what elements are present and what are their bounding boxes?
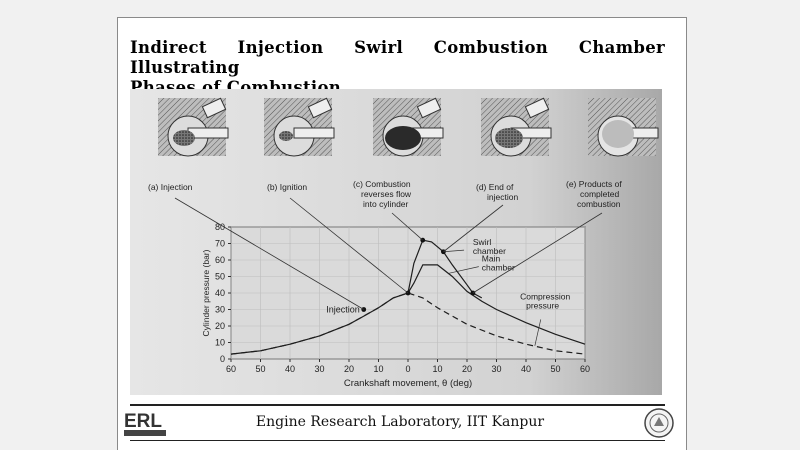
y-tick-label: 80 <box>215 222 225 232</box>
x-tick-label: 60 <box>226 364 236 374</box>
x-tick-label: 20 <box>462 364 472 374</box>
panel-e-chamber-illustration <box>588 98 659 157</box>
x-tick-label: 40 <box>285 364 295 374</box>
y-tick-label: 40 <box>215 288 225 298</box>
footer-bottom-line <box>130 440 665 441</box>
svg-text:ERL: ERL <box>124 411 162 432</box>
y-tick-label: 50 <box>215 272 225 282</box>
x-tick-label: 50 <box>255 364 265 374</box>
y-tick-label: 10 <box>215 338 225 348</box>
y-tick-label: 30 <box>215 305 225 315</box>
series-line-swirl-chamber <box>407 239 483 299</box>
erl-logo-icon: ERL <box>122 407 168 438</box>
swirl-leader <box>443 249 465 253</box>
y-tick-label: 70 <box>215 239 225 249</box>
x-tick-label: 30 <box>491 364 501 374</box>
y-tick-label: 20 <box>215 321 225 331</box>
x-tick-label: 10 <box>432 364 442 374</box>
x-tick-label: 40 <box>521 364 531 374</box>
panel-d-label: (d) End of injection <box>476 182 518 202</box>
main-leader <box>449 266 479 274</box>
panel-a-chamber-illustration <box>158 97 229 157</box>
x-tick-label: 30 <box>314 364 324 374</box>
leader-line <box>289 197 409 294</box>
y-tick-label: 60 <box>215 255 225 265</box>
annotation-injection: Injection <box>326 305 360 315</box>
panel-d-chamber-illustration <box>481 97 552 157</box>
panel-c-chamber-illustration <box>373 97 444 157</box>
combustion-figure: (a) Injection (b) Ignition (c) Combustio… <box>130 89 662 395</box>
iit-seal-icon <box>644 408 674 438</box>
leader-line <box>472 212 603 294</box>
annotation-swirl-chamber: Swirl chamber <box>473 237 506 256</box>
annotation-main-chamber: Main chamber <box>482 254 515 273</box>
x-tick-label: 20 <box>344 364 354 374</box>
pressure-chart: 60 50 40 30 20 10 0 10 20 30 40 50 60010203040506070… <box>174 197 603 389</box>
x-tick-label: 50 <box>550 364 560 374</box>
panel-a-label: (a) Injection <box>148 182 193 192</box>
compression-leader <box>534 319 542 346</box>
x-tick-label: 10 <box>373 364 383 374</box>
data-point-marker <box>361 307 367 312</box>
title-line-1: Indirect Injection Swirl Combustion Cham… <box>130 38 665 77</box>
panel-b-chamber-illustration <box>264 97 335 157</box>
panel-b-label: (b) Ignition <box>267 182 307 192</box>
leader-line <box>174 197 364 310</box>
series-line-main-chamber <box>230 264 586 355</box>
y-axis-label: Cylinder pressure (bar) <box>201 249 211 336</box>
panel-e-label: (e) Products of completed combustion <box>566 179 624 209</box>
leader-line <box>391 212 424 241</box>
annotation-compression-pressure: Compression pressure <box>520 292 570 311</box>
panel-c-label: (c) Combustion reverses flow into cylind… <box>353 179 413 209</box>
footer-text: Engine Research Laboratory, IIT Kanpur <box>255 414 545 430</box>
x-axis-label: Crankshaft movement, θ (deg) <box>344 378 472 389</box>
x-tick-label: 60 <box>580 364 590 374</box>
y-tick-label: 0 <box>220 354 225 364</box>
x-tick-label: 0 <box>405 364 410 374</box>
footer-divider <box>130 404 665 406</box>
leader-line <box>443 204 504 253</box>
